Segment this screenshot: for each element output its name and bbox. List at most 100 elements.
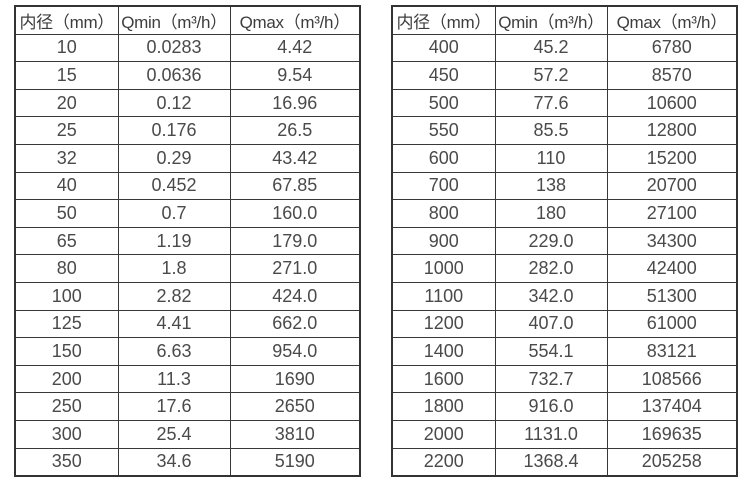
table-cell-qmin: 0.452 (117, 171, 231, 201)
table-cell-qmin: 4.41 (117, 309, 231, 339)
table-cell-qmin: 1.19 (117, 226, 231, 256)
table-cell-qmin: 407.0 (494, 309, 608, 339)
table-row: 1400 554.1 83121 (391, 337, 738, 366)
table-cell-qmax: 34300 (606, 226, 738, 256)
table-cell-qmax: 10600 (606, 88, 738, 118)
table-cell-qmin: 25.4 (117, 419, 231, 449)
table-cell-qmax: 61000 (606, 309, 738, 339)
table-cell-qmax: 954.0 (229, 337, 361, 366)
table-cell-qmin: 110 (494, 143, 608, 173)
table-row: 10 0.0283 4.42 (14, 33, 361, 63)
table-cell-qmin: 77.6 (494, 88, 608, 118)
table-cell-qmax: 2650 (229, 392, 361, 421)
table-cell-inner-diameter: 300 (14, 419, 119, 449)
table-cell-qmin: 342.0 (494, 281, 608, 311)
table-cell-inner-diameter: 250 (14, 392, 119, 421)
table-row: 50 0.7 160.0 (14, 199, 361, 228)
table-row: 300 25.4 3810 (14, 419, 361, 449)
table-row: 65 1.19 179.0 (14, 226, 361, 256)
table-cell-inner-diameter: 350 (14, 447, 119, 477)
table-cell-qmax: 169635 (606, 419, 738, 449)
table-cell-qmin: 0.0283 (117, 33, 231, 63)
table-cell-qmin: 45.2 (494, 33, 608, 63)
header-row: 内径（mm） Qmin（m³/h） Qmax（m³/h） (391, 5, 738, 35)
table-cell-qmin: 17.6 (117, 392, 231, 421)
table-cell-inner-diameter: 100 (14, 281, 119, 311)
table-cell-inner-diameter: 65 (14, 226, 119, 256)
table-cell-qmax: 5190 (229, 447, 361, 477)
table-row: 600 110 15200 (391, 143, 738, 173)
table-row: 800 180 27100 (391, 199, 738, 228)
header-cell-qmax: Qmax（m³/h） (229, 5, 361, 35)
table-cell-qmin: 732.7 (494, 364, 608, 394)
table-cell-inner-diameter: 550 (391, 116, 496, 145)
table-row: 400 45.2 6780 (391, 33, 738, 63)
table-row: 32 0.29 43.42 (14, 143, 361, 173)
table-row: 450 57.2 8570 (391, 61, 738, 90)
table-cell-qmax: 43.42 (229, 143, 361, 173)
table-row: 40 0.452 67.85 (14, 171, 361, 201)
table-cell-qmin: 11.3 (117, 364, 231, 394)
table-row: 200 11.3 1690 (14, 364, 361, 394)
table-cell-qmax: 83121 (606, 337, 738, 366)
header-cell-qmax: Qmax（m³/h） (606, 5, 738, 35)
table-row: 2200 1368.4 205258 (391, 447, 738, 477)
table-cell-qmin: 0.29 (117, 143, 231, 173)
table-cell-inner-diameter: 10 (14, 33, 119, 63)
table-cell-qmax: 271.0 (229, 254, 361, 283)
table-cell-inner-diameter: 15 (14, 61, 119, 90)
header-cell-qmin: Qmin（m³/h） (494, 5, 608, 35)
table-cell-inner-diameter: 1200 (391, 309, 496, 339)
header-cell-inner-diameter: 内径（mm） (391, 5, 496, 35)
table-cell-inner-diameter: 50 (14, 199, 119, 228)
table-cell-inner-diameter: 1800 (391, 392, 496, 421)
table-cell-qmax: 15200 (606, 143, 738, 173)
table-cell-qmax: 42400 (606, 254, 738, 283)
table-cell-inner-diameter: 1400 (391, 337, 496, 366)
table-cell-qmin: 138 (494, 171, 608, 201)
table-cell-qmin: 0.7 (117, 199, 231, 228)
table-cell-inner-diameter: 1100 (391, 281, 496, 311)
table-cell-qmax: 108566 (606, 364, 738, 394)
table-cell-inner-diameter: 400 (391, 33, 496, 63)
table-cell-qmax: 179.0 (229, 226, 361, 256)
table-cell-inner-diameter: 450 (391, 61, 496, 90)
table-cell-qmax: 8570 (606, 61, 738, 90)
table-cell-qmin: 0.0636 (117, 61, 231, 90)
table-cell-qmax: 205258 (606, 447, 738, 477)
flow-table-left: 内径（mm） Qmin（m³/h） Qmax（m³/h） 10 0.0283 4.42 15… (14, 5, 361, 478)
table-cell-qmin: 0.176 (117, 116, 231, 145)
table-row: 125 4.41 662.0 (14, 309, 361, 339)
table-cell-qmax: 67.85 (229, 171, 361, 201)
table-row: 20 0.12 16.96 (14, 88, 361, 118)
table-row: 150 6.63 954.0 (14, 337, 361, 366)
table-cell-inner-diameter: 80 (14, 254, 119, 283)
table-row: 250 17.6 2650 (14, 392, 361, 421)
table-row: 15 0.0636 9.54 (14, 61, 361, 90)
table-cell-qmax: 4.42 (229, 33, 361, 63)
flow-table-right: 内径（mm） Qmin（m³/h） Qmax（m³/h） 400 45.2 6780 450… (391, 5, 738, 478)
table-cell-qmax: 3810 (229, 419, 361, 449)
header-row: 内径（mm） Qmin（m³/h） Qmax（m³/h） (14, 5, 361, 35)
table-cell-inner-diameter: 600 (391, 143, 496, 173)
table-cell-qmin: 282.0 (494, 254, 608, 283)
table-cell-inner-diameter: 700 (391, 171, 496, 201)
table-cell-inner-diameter: 125 (14, 309, 119, 339)
table-cell-qmin: 1131.0 (494, 419, 608, 449)
table-cell-qmax: 51300 (606, 281, 738, 311)
table-cell-inner-diameter: 1000 (391, 254, 496, 283)
table-row: 100 2.82 424.0 (14, 281, 361, 311)
table-row: 550 85.5 12800 (391, 116, 738, 145)
table-row: 900 229.0 34300 (391, 226, 738, 256)
table-cell-inner-diameter: 150 (14, 337, 119, 366)
table-cell-inner-diameter: 2200 (391, 447, 496, 477)
table-cell-qmax: 26.5 (229, 116, 361, 145)
table-cell-qmin: 2.82 (117, 281, 231, 311)
table-row: 1800 916.0 137404 (391, 392, 738, 421)
table-cell-qmin: 1368.4 (494, 447, 608, 477)
table-row: 25 0.176 26.5 (14, 116, 361, 145)
table-cell-qmin: 1.8 (117, 254, 231, 283)
table-cell-qmin: 916.0 (494, 392, 608, 421)
table-cell-inner-diameter: 200 (14, 364, 119, 394)
